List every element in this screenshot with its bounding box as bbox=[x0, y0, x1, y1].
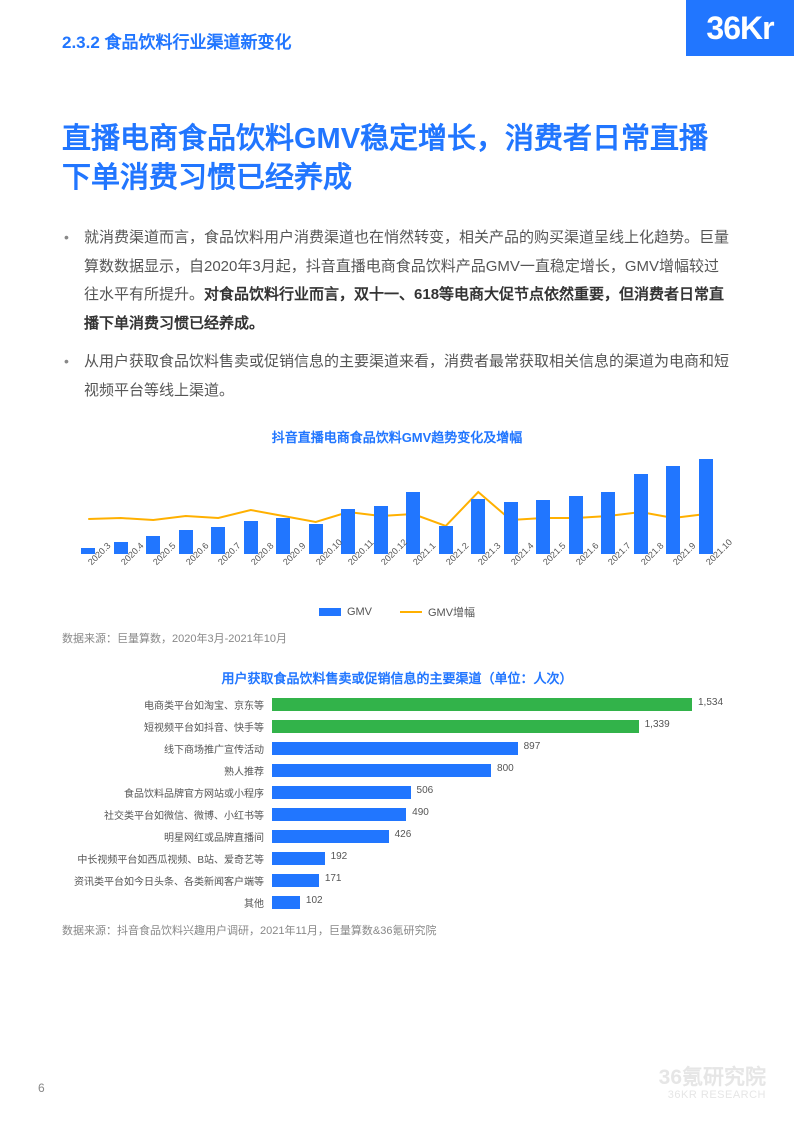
chart1-bar bbox=[406, 492, 420, 554]
watermark-en: 36KR RESEARCH bbox=[659, 1089, 766, 1101]
chart2-label: 中长视频平台如西瓜视频、B站、爱奇艺等 bbox=[62, 851, 272, 866]
chart2-bar bbox=[272, 742, 518, 755]
chart1-bar bbox=[179, 530, 193, 554]
page-number: 6 bbox=[38, 1081, 45, 1095]
chart2-source: 数据来源：抖音食品饮料兴趣用户调研，2021年11月，巨量算数&36氪研究院 bbox=[62, 922, 732, 938]
content: 直播电商食品饮料GMV稳定增长，消费者日常直播下单消费习惯已经养成 就消费渠道而… bbox=[62, 120, 732, 938]
chart2-row: 资讯类平台如今日头条、各类新闻客户端等 171 bbox=[62, 871, 732, 890]
chart2-label: 资讯类平台如今日头条、各类新闻客户端等 bbox=[62, 873, 272, 888]
chart2-bar-wrap: 506 bbox=[272, 786, 732, 799]
chart2-bar-wrap: 1,339 bbox=[272, 720, 732, 733]
bullet-list: 就消费渠道而言，食品饮料用户消费渠道也在悄然转变，相关产品的购买渠道呈线上化趋势… bbox=[62, 224, 732, 405]
chart2-label: 熟人推荐 bbox=[62, 763, 272, 778]
bullet-item: 就消费渠道而言，食品饮料用户消费渠道也在悄然转变，相关产品的购买渠道呈线上化趋势… bbox=[62, 224, 732, 338]
chart2-value: 490 bbox=[412, 807, 429, 818]
header: 2.3.2 食品饮料行业渠道新变化 36Kr bbox=[0, 0, 794, 52]
chart2-value: 506 bbox=[417, 785, 434, 796]
chart1-bar bbox=[504, 502, 518, 554]
chart1-bar bbox=[439, 526, 453, 554]
section-number: 2.3.2 bbox=[62, 33, 100, 52]
chart2-row: 线下商场推广宣传活动 897 bbox=[62, 739, 732, 758]
chart2-bar-wrap: 192 bbox=[272, 852, 732, 865]
chart1-bar bbox=[666, 466, 680, 554]
chart2-label: 社交类平台如微信、微博、小红书等 bbox=[62, 807, 272, 822]
chart1-plot bbox=[72, 454, 722, 554]
chart2-bar bbox=[272, 874, 319, 887]
chart1-title: 抖音直播电商食品饮料GMV趋势变化及增幅 bbox=[62, 427, 732, 446]
chart2-value: 800 bbox=[497, 763, 514, 774]
chart2-value: 192 bbox=[331, 851, 348, 862]
chart2-bar-wrap: 897 bbox=[272, 742, 732, 755]
chart2-row: 其他 102 bbox=[62, 893, 732, 912]
chart1-bar bbox=[699, 459, 713, 554]
chart2-title: 用户获取食品饮料售卖或促销信息的主要渠道（单位：人次） bbox=[62, 668, 732, 687]
watermark-cn: 36氪研究院 bbox=[659, 1066, 766, 1089]
chart2-bar-wrap: 800 bbox=[272, 764, 732, 777]
chart2-row: 社交类平台如微信、微博、小红书等 490 bbox=[62, 805, 732, 824]
section-title: 2.3.2 食品饮料行业渠道新变化 bbox=[62, 28, 292, 53]
chart1-legend: GMV GMV增幅 bbox=[62, 604, 732, 620]
chart2-bar bbox=[272, 786, 411, 799]
chart2-bar-wrap: 1,534 bbox=[272, 698, 732, 711]
chart2-row: 明星网红或品牌直播间 426 bbox=[62, 827, 732, 846]
chart2-row: 熟人推荐 800 bbox=[62, 761, 732, 780]
chart2-bar bbox=[272, 698, 692, 711]
swatch-bar-icon bbox=[319, 608, 341, 616]
chart2-bar-wrap: 490 bbox=[272, 808, 732, 821]
swatch-line-icon bbox=[400, 611, 422, 613]
chart2-bar bbox=[272, 830, 389, 843]
chart1-bar bbox=[211, 527, 225, 554]
watermark: 36氪研究院 36KR RESEARCH bbox=[659, 1066, 766, 1101]
chart1-line bbox=[72, 454, 722, 554]
chart2-bar-wrap: 102 bbox=[272, 896, 732, 909]
chart1-bar bbox=[276, 518, 290, 554]
chart2-bar bbox=[272, 808, 406, 821]
chart1-bar bbox=[601, 492, 615, 554]
chart2-row: 中长视频平台如西瓜视频、B站、爱奇艺等 192 bbox=[62, 849, 732, 868]
logo-36kr: 36Kr bbox=[686, 0, 794, 56]
chart2-bar bbox=[272, 764, 491, 777]
chart1-bar bbox=[536, 500, 550, 554]
chart1-xlabels: 2020.32020.42020.52020.62020.72020.82020… bbox=[72, 556, 722, 596]
chart2-label: 电商类平台如淘宝、京东等 bbox=[62, 697, 272, 712]
chart2-bar bbox=[272, 896, 300, 909]
chart2-row: 食品饮料品牌官方网站或小程序 506 bbox=[62, 783, 732, 802]
chart1-source: 数据来源：巨量算数，2020年3月-2021年10月 bbox=[62, 630, 732, 646]
chart1: 2020.32020.42020.52020.62020.72020.82020… bbox=[62, 454, 732, 604]
chart2-label: 短视频平台如抖音、快手等 bbox=[62, 719, 272, 734]
chart1-bar bbox=[244, 521, 258, 554]
chart2-label: 明星网红或品牌直播间 bbox=[62, 829, 272, 844]
chart2-label: 线下商场推广宣传活动 bbox=[62, 741, 272, 756]
chart2-value: 1,339 bbox=[645, 719, 670, 730]
legend-gmv-label: GMV bbox=[347, 606, 372, 618]
bullet-item: 从用户获取食品饮料售卖或促销信息的主要渠道来看，消费者最常获取相关信息的渠道为电… bbox=[62, 348, 732, 405]
bullet-text: 从用户获取食品饮料售卖或促销信息的主要渠道来看，消费者最常获取相关信息的渠道为电… bbox=[84, 353, 729, 399]
chart2: 电商类平台如淘宝、京东等 1,534 短视频平台如抖音、快手等 1,339 线下商场推广… bbox=[62, 695, 732, 912]
headline: 直播电商食品饮料GMV稳定增长，消费者日常直播下单消费习惯已经养成 bbox=[62, 120, 732, 198]
chart2-value: 897 bbox=[524, 741, 541, 752]
chart2-value: 1,534 bbox=[698, 697, 723, 708]
chart1-bar bbox=[309, 524, 323, 554]
chart2-label: 其他 bbox=[62, 895, 272, 910]
chart2-bar-wrap: 426 bbox=[272, 830, 732, 843]
chart1-bar bbox=[341, 509, 355, 554]
legend-growth: GMV增幅 bbox=[400, 604, 475, 620]
chart2-row: 短视频平台如抖音、快手等 1,339 bbox=[62, 717, 732, 736]
legend-gmv: GMV bbox=[319, 604, 372, 620]
chart2-bar-wrap: 171 bbox=[272, 874, 732, 887]
chart2-value: 426 bbox=[395, 829, 412, 840]
chart1-bar bbox=[569, 496, 583, 554]
legend-growth-label: GMV增幅 bbox=[428, 604, 475, 620]
chart1-bar bbox=[634, 474, 648, 554]
section-heading: 食品饮料行业渠道新变化 bbox=[105, 33, 292, 52]
chart2-value: 171 bbox=[325, 873, 342, 884]
chart2-value: 102 bbox=[306, 895, 323, 906]
chart1-bar bbox=[471, 499, 485, 554]
chart2-row: 电商类平台如淘宝、京东等 1,534 bbox=[62, 695, 732, 714]
chart2-bar bbox=[272, 852, 325, 865]
chart2-label: 食品饮料品牌官方网站或小程序 bbox=[62, 785, 272, 800]
chart2-bar bbox=[272, 720, 639, 733]
chart1-bar bbox=[374, 506, 388, 554]
